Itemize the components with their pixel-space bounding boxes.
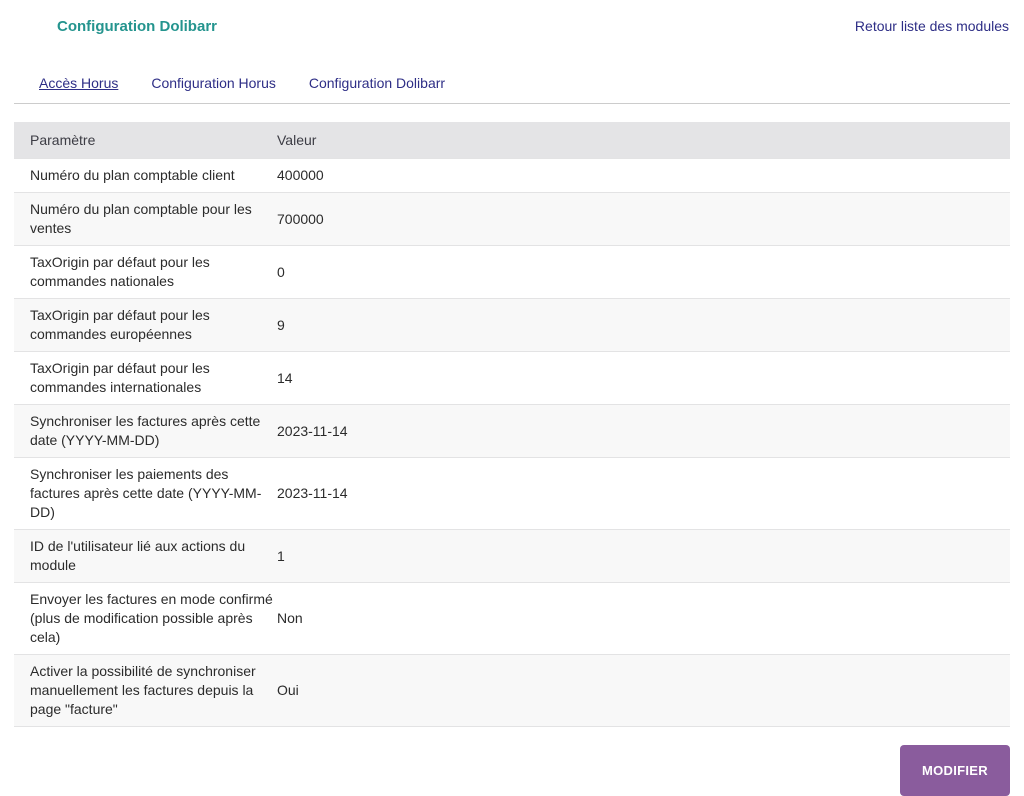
param-label: TaxOrigin par défaut pour les commandes … [14, 298, 277, 352]
page-title: Configuration Dolibarr [57, 18, 217, 35]
param-value: Oui [277, 654, 1010, 727]
param-label: Synchroniser les factures après cette da… [14, 404, 277, 458]
top-bar: Configuration Dolibarr Retour liste des … [0, 0, 1024, 35]
param-label: TaxOrigin par défaut pour les commandes … [14, 351, 277, 405]
param-label: Synchroniser les paiements des factures … [14, 457, 277, 530]
param-value: 14 [277, 351, 1010, 405]
tab-configuration-dolibarr[interactable]: Configuration Dolibarr [308, 75, 446, 91]
back-to-modules-link[interactable]: Retour liste des modules [854, 18, 1009, 34]
column-header-valeur: Valeur [277, 122, 1010, 159]
param-label: Numéro du plan comptable pour les ventes [14, 192, 277, 246]
param-value: 2023-11-14 [277, 457, 1010, 530]
table-row: Numéro du plan comptable client 400000 [14, 158, 1010, 193]
param-label: TaxOrigin par défaut pour les commandes … [14, 245, 277, 299]
param-value: 9 [277, 298, 1010, 352]
table-row: Synchroniser les factures après cette da… [14, 404, 1010, 458]
table-row: ID de l'utilisateur lié aux actions du m… [14, 529, 1010, 583]
param-label: Activer la possibilité de synchroniser m… [14, 654, 277, 727]
param-label: Envoyer les factures en mode confirmé (p… [14, 582, 277, 655]
tab-acces-horus[interactable]: Accès Horus [39, 75, 119, 91]
table-row: Numéro du plan comptable pour les ventes… [14, 192, 1010, 246]
param-label: ID de l'utilisateur lié aux actions du m… [14, 529, 277, 583]
table-row: TaxOrigin par défaut pour les commandes … [14, 351, 1010, 405]
param-label: Numéro du plan comptable client [14, 158, 277, 193]
modify-button[interactable]: MODIFIER [900, 745, 1010, 796]
tabs-divider [14, 103, 1010, 104]
param-value: Non [277, 582, 1010, 655]
tab-configuration-horus[interactable]: Configuration Horus [151, 75, 276, 91]
table-row: TaxOrigin par défaut pour les commandes … [14, 245, 1010, 299]
column-header-parametre: Paramètre [14, 122, 277, 159]
config-table: Paramètre Valeur Numéro du plan comptabl… [14, 122, 1010, 727]
table-row: Envoyer les factures en mode confirmé (p… [14, 582, 1010, 655]
param-value: 0 [277, 245, 1010, 299]
param-value: 700000 [277, 192, 1010, 246]
table-header-row: Paramètre Valeur [14, 122, 1010, 159]
tab-bar: Accès Horus Configuration Horus Configur… [39, 75, 1024, 91]
footer-actions: MODIFIER [0, 745, 1010, 796]
table-row: Synchroniser les paiements des factures … [14, 457, 1010, 530]
param-value: 1 [277, 529, 1010, 583]
param-value: 400000 [277, 158, 1010, 193]
table-row: TaxOrigin par défaut pour les commandes … [14, 298, 1010, 352]
table-row: Activer la possibilité de synchroniser m… [14, 654, 1010, 727]
param-value: 2023-11-14 [277, 404, 1010, 458]
config-table-container: Paramètre Valeur Numéro du plan comptabl… [14, 122, 1010, 727]
